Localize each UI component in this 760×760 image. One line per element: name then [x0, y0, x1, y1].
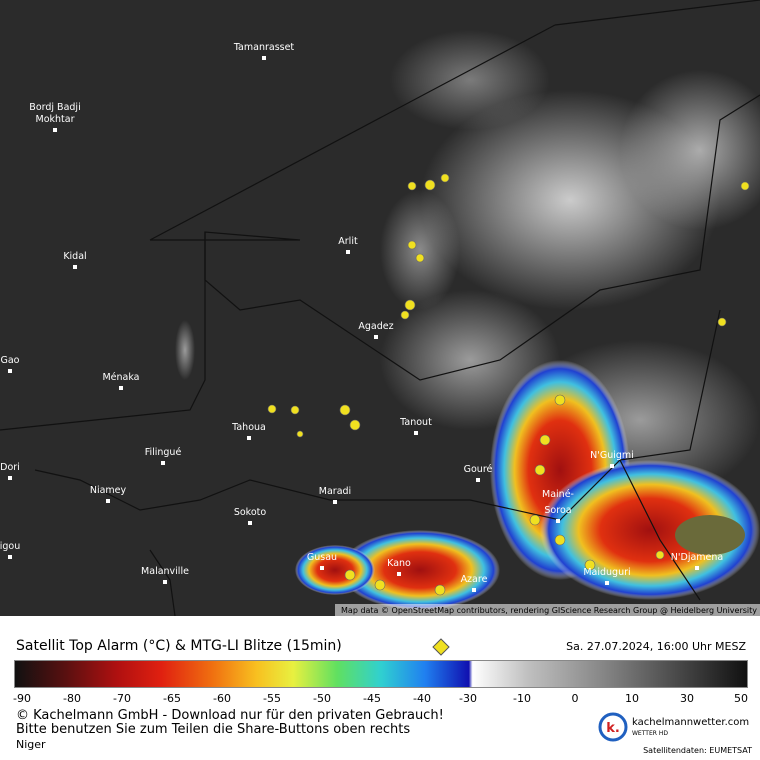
- place-label: Soroa: [544, 505, 571, 516]
- timestamp: Sa. 27.07.2024, 16:00 Uhr MESZ: [566, 640, 746, 653]
- logo-sub: WETTER HD: [632, 730, 668, 737]
- place-label: Bordj Badji: [29, 102, 80, 113]
- colorbar-tick: -40: [413, 692, 431, 705]
- place-label: Malanville: [141, 566, 189, 577]
- place-label: Ménaka: [102, 372, 139, 383]
- place-dot: [119, 386, 123, 390]
- place-dot: [248, 521, 252, 525]
- attribution-bg: [335, 604, 760, 616]
- colorbar-tick: -60: [213, 692, 231, 705]
- place-label: Gao: [1, 355, 20, 366]
- place-label: N'Guigmi: [590, 450, 634, 461]
- place-label: Niamey: [90, 485, 127, 496]
- colorbar-tick: -90: [13, 692, 31, 705]
- place-dot: [556, 519, 560, 523]
- place-dot: [262, 56, 266, 60]
- colorbar-tick: -70: [113, 692, 131, 705]
- place-dot: [414, 431, 418, 435]
- place-label: Maiduguri: [583, 567, 630, 578]
- place-label: Gouré: [464, 464, 493, 475]
- share-note: Bitte benutzen Sie zum Teilen die Share-…: [16, 722, 411, 737]
- colorbar-tick: 30: [680, 692, 694, 705]
- region: Niger: [16, 738, 46, 751]
- place-label: Gusau: [307, 552, 337, 563]
- legend-title: Satellit Top Alarm (°C) & MTG-LI Blitze …: [16, 638, 342, 654]
- borders: [0, 0, 760, 616]
- place-dot: [695, 566, 699, 570]
- colorbar-tick: 0: [571, 692, 579, 705]
- lightning: [267, 173, 750, 596]
- colorbar-tick: -30: [459, 692, 477, 705]
- place-dot: [397, 572, 401, 576]
- place-dot: [73, 265, 77, 269]
- place-dot: [8, 476, 12, 480]
- place-label: Azare: [461, 574, 488, 585]
- place-dot: [8, 555, 12, 559]
- place-label: Mokhtar: [36, 114, 75, 125]
- place-dot: [247, 436, 251, 440]
- place-label: Agadez: [358, 321, 393, 332]
- colorbar: [14, 660, 748, 688]
- place-label: Mainé-: [542, 489, 574, 500]
- place-dot: [605, 581, 609, 585]
- colorbar-tick: -80: [63, 692, 81, 705]
- place-dot: [163, 580, 167, 584]
- colorbar-tick: 50: [734, 692, 748, 705]
- place-label: igou: [0, 541, 20, 552]
- place-dot: [610, 464, 614, 468]
- place-label: Sokoto: [234, 507, 267, 518]
- data-source: Satellitendaten: EUMETSAT: [643, 746, 752, 755]
- place-label: Tahoua: [231, 422, 266, 433]
- place-dot: [8, 369, 12, 373]
- place-label: Kano: [387, 558, 411, 569]
- place-dot: [161, 461, 165, 465]
- copyright: © Kachelmann GmbH - Download nur für den…: [16, 708, 444, 723]
- logo-text: kachelmannwetter.com: [632, 717, 750, 728]
- attribution: Map data © OpenStreetMap contributors, r…: [341, 606, 757, 615]
- place-dot: [472, 588, 476, 592]
- place-label: Arlit: [338, 236, 358, 247]
- lightning-symbol: [432, 638, 450, 656]
- place-dot: [106, 499, 110, 503]
- colorbar-tick: -55: [263, 692, 281, 705]
- place-label: Kidal: [63, 251, 86, 262]
- place-label: Maradi: [319, 486, 351, 497]
- place-label: Filingué: [145, 447, 182, 458]
- svg-text:k.: k.: [606, 721, 620, 736]
- place-dot: [346, 250, 350, 254]
- place-dot: [333, 500, 337, 504]
- colorbar-tick: -10: [513, 692, 531, 705]
- place-dot: [476, 478, 480, 482]
- place-label: Tanout: [399, 417, 432, 428]
- colorbar-tick: -50: [313, 692, 331, 705]
- colorbar-tick: 10: [625, 692, 639, 705]
- logo-icon: k.: [598, 712, 628, 742]
- place-dot: [53, 128, 57, 132]
- place-dot: [320, 566, 324, 570]
- place-label: N'Djamena: [671, 552, 723, 563]
- place-label: Tamanrasset: [233, 42, 295, 53]
- place-label: Dori: [0, 462, 20, 473]
- legend-footer: Satellit Top Alarm (°C) & MTG-LI Blitze …: [0, 616, 760, 760]
- colorbar-tick: -45: [363, 692, 381, 705]
- colorbar-tick: -65: [163, 692, 181, 705]
- place-dot: [374, 335, 378, 339]
